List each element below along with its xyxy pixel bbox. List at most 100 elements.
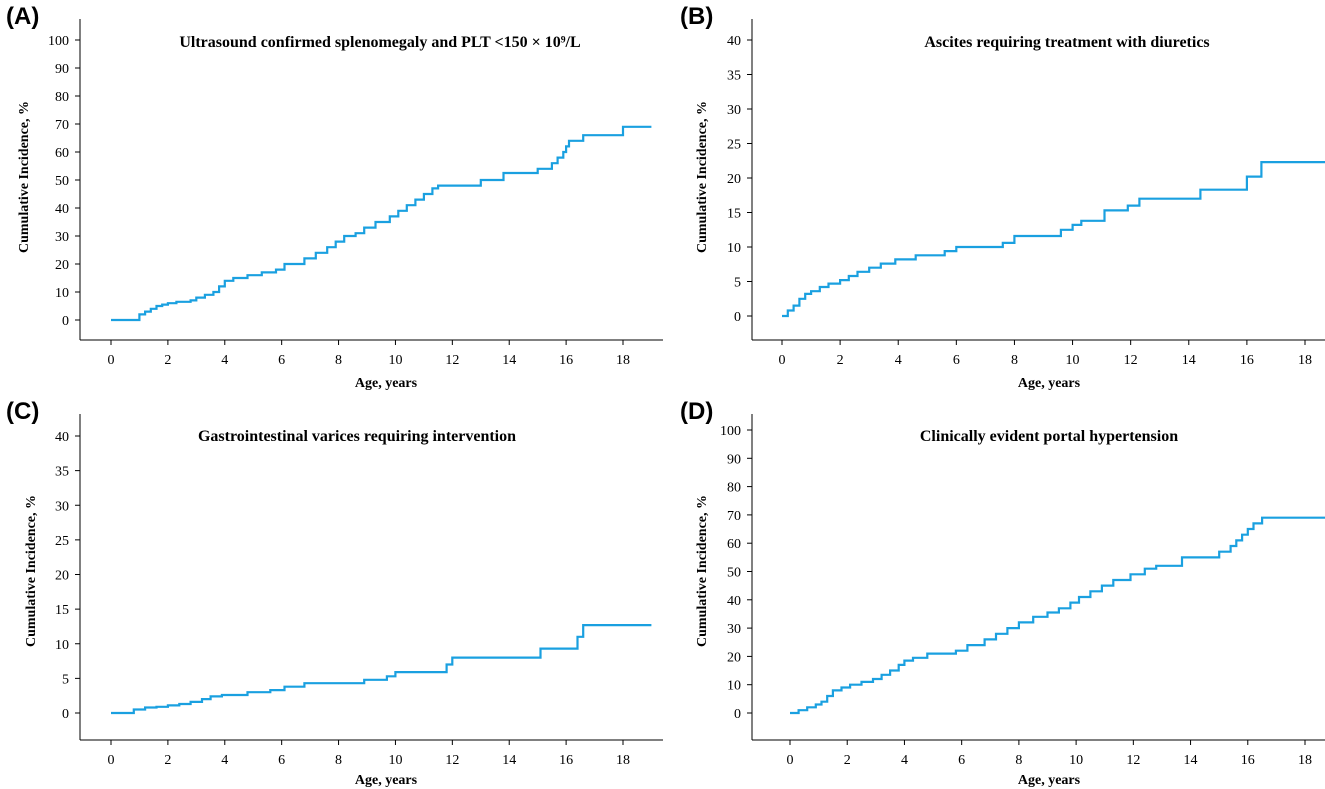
x-tick-label: 8 <box>335 753 342 768</box>
y-tick-label: 90 <box>55 62 69 77</box>
y-tick-label: 70 <box>727 509 741 524</box>
x-axis-label: Age, years <box>355 773 418 788</box>
x-tick-label: 2 <box>164 753 171 768</box>
y-tick-label: 15 <box>727 207 741 222</box>
y-tick-label: 15 <box>55 603 69 618</box>
panel-label: (D) <box>680 398 713 425</box>
x-tick-label: 6 <box>953 353 960 368</box>
x-tick-label: 12 <box>1124 353 1138 368</box>
y-tick-label: 80 <box>727 481 741 496</box>
x-tick-label: 18 <box>1298 353 1312 368</box>
x-tick-label: 12 <box>445 753 459 768</box>
y-tick-label: 20 <box>727 650 741 665</box>
y-tick-label: 60 <box>55 146 69 161</box>
y-tick-label: 20 <box>55 569 69 584</box>
x-tick-label: 0 <box>108 753 115 768</box>
x-tick-label: 18 <box>616 753 630 768</box>
cumulative-incidence-line <box>790 516 1325 715</box>
x-tick-label: 10 <box>388 353 402 368</box>
y-tick-label: 0 <box>734 707 741 722</box>
x-tick-label: 16 <box>559 353 573 368</box>
x-tick-label: 12 <box>1126 753 1140 768</box>
x-tick-label: 0 <box>779 353 786 368</box>
x-tick-label: 6 <box>958 753 965 768</box>
x-tick-label: 4 <box>895 353 902 368</box>
panel-label: (A) <box>6 3 39 30</box>
x-tick-label: 0 <box>787 753 794 768</box>
x-axis-label: Age, years <box>1018 773 1081 788</box>
chart-title: Ascites requiring treatment with diureti… <box>924 34 1209 51</box>
x-tick-label: 14 <box>502 353 516 368</box>
y-axis-label: Cumulative Incidence, % <box>17 101 32 253</box>
x-axis-label: Age, years <box>355 376 418 391</box>
y-axis-label: Cumulative Incidence, % <box>695 101 710 253</box>
y-tick-label: 10 <box>55 638 69 653</box>
y-tick-label: 40 <box>727 34 741 49</box>
y-tick-label: 20 <box>55 258 69 273</box>
y-tick-label: 40 <box>55 430 69 445</box>
x-tick-label: 2 <box>164 353 171 368</box>
panel-label: (C) <box>6 398 39 425</box>
y-tick-label: 20 <box>727 172 741 187</box>
chart-title: Clinically evident portal hypertension <box>920 428 1178 445</box>
x-tick-label: 16 <box>1240 353 1254 368</box>
y-axis-label: Cumulative Incidence, % <box>24 495 39 647</box>
y-tick-label: 90 <box>727 452 741 467</box>
x-tick-label: 2 <box>844 753 851 768</box>
y-tick-label: 50 <box>727 566 741 581</box>
x-tick-label: 18 <box>616 353 630 368</box>
chart-panel-b: (B) Ascites requiring treatment with diu… <box>680 3 1325 391</box>
y-tick-label: 100 <box>48 34 69 49</box>
y-tick-label: 10 <box>55 286 69 301</box>
x-tick-label: 8 <box>1011 353 1018 368</box>
x-tick-label: 4 <box>901 753 908 768</box>
x-axis-label: Age, years <box>1018 376 1081 391</box>
x-tick-label: 14 <box>1182 353 1196 368</box>
y-tick-label: 25 <box>727 138 741 153</box>
y-tick-label: 35 <box>727 69 741 84</box>
y-tick-label: 40 <box>55 202 69 217</box>
y-tick-label: 0 <box>62 314 69 329</box>
y-tick-label: 80 <box>55 90 69 105</box>
x-tick-label: 0 <box>108 353 115 368</box>
x-tick-label: 10 <box>1066 353 1080 368</box>
y-tick-label: 30 <box>55 499 69 514</box>
y-tick-label: 30 <box>55 230 69 245</box>
panel-label: (B) <box>680 3 713 30</box>
x-tick-label: 2 <box>837 353 844 368</box>
cumulative-incidence-line <box>111 125 652 322</box>
y-tick-label: 5 <box>734 276 741 291</box>
y-tick-label: 30 <box>727 103 741 118</box>
y-tick-label: 5 <box>62 672 69 687</box>
x-tick-label: 4 <box>221 353 228 368</box>
chart-title: Ultrasound confirmed splenomegaly and PL… <box>179 34 580 51</box>
x-tick-label: 8 <box>335 353 342 368</box>
x-tick-label: 16 <box>559 753 573 768</box>
x-tick-label: 6 <box>278 753 285 768</box>
y-tick-label: 50 <box>55 174 69 189</box>
x-tick-label: 14 <box>502 753 516 768</box>
y-tick-label: 60 <box>727 537 741 552</box>
chart-panel-a: (A) Ultrasound confirmed splenomegaly an… <box>6 3 663 391</box>
y-tick-label: 0 <box>734 310 741 325</box>
x-tick-label: 10 <box>1069 753 1083 768</box>
x-tick-label: 18 <box>1298 753 1312 768</box>
cumulative-incidence-line <box>782 161 1325 318</box>
chart-title: Gastrointestinal varices requiring inter… <box>198 428 516 445</box>
y-tick-label: 25 <box>55 534 69 549</box>
y-tick-label: 100 <box>720 424 741 439</box>
cumulative-incidence-line <box>111 624 652 715</box>
y-tick-label: 70 <box>55 118 69 133</box>
x-tick-label: 8 <box>1015 753 1022 768</box>
chart-panel-c: (C) Gastrointestinal varices requiring i… <box>6 398 663 788</box>
x-tick-label: 10 <box>388 753 402 768</box>
y-tick-label: 35 <box>55 465 69 480</box>
chart-panel-d: (D) Clinically evident portal hypertensi… <box>680 398 1325 788</box>
y-tick-label: 10 <box>727 241 741 256</box>
x-tick-label: 16 <box>1241 753 1255 768</box>
y-tick-label: 10 <box>727 679 741 694</box>
x-tick-label: 6 <box>278 353 285 368</box>
y-tick-label: 30 <box>727 622 741 637</box>
y-tick-label: 40 <box>727 594 741 609</box>
